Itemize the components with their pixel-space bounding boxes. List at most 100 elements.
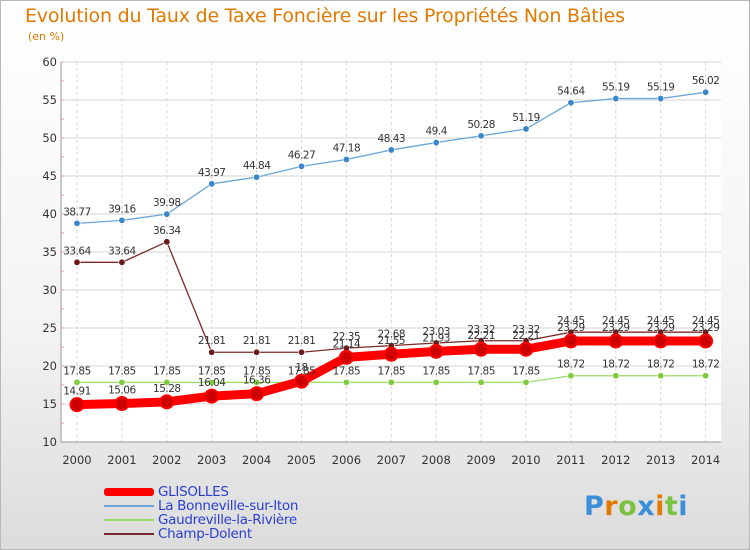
x-tick-label: 2012 bbox=[601, 453, 630, 467]
data-label: 23.32 bbox=[512, 324, 540, 336]
data-point bbox=[473, 341, 489, 357]
logo-letter: i bbox=[678, 491, 689, 522]
x-tick-label: 2004 bbox=[242, 453, 271, 467]
data-label: 39.98 bbox=[153, 197, 181, 209]
data-point bbox=[342, 155, 350, 163]
y-tick-label: 60 bbox=[42, 55, 57, 69]
data-label: 21.55 bbox=[378, 335, 406, 347]
data-label: 17.85 bbox=[63, 365, 91, 377]
data-point bbox=[69, 397, 85, 413]
data-point bbox=[387, 146, 395, 154]
data-label: 17.85 bbox=[153, 365, 181, 377]
x-tick-label: 2014 bbox=[691, 453, 720, 467]
data-label: 18.72 bbox=[647, 359, 675, 371]
data-label: 22.35 bbox=[333, 331, 361, 343]
data-point bbox=[73, 219, 81, 227]
data-point bbox=[428, 343, 444, 359]
data-label: 18.72 bbox=[557, 359, 585, 371]
legend-item-gaudreville: Gaudreville-la-Rivière bbox=[104, 513, 298, 527]
data-point bbox=[73, 258, 81, 266]
y-tick-label: 45 bbox=[42, 169, 57, 183]
data-point bbox=[657, 95, 665, 103]
data-point bbox=[204, 388, 220, 404]
data-point bbox=[253, 173, 261, 181]
data-point bbox=[114, 396, 130, 412]
legend-item-champ-dolent: Champ-Dolent bbox=[104, 527, 298, 541]
legend-label: GLISOLLES bbox=[158, 484, 229, 500]
data-point bbox=[118, 258, 126, 266]
data-point bbox=[518, 341, 534, 357]
data-label: 21.14 bbox=[333, 338, 361, 350]
data-label: 21.81 bbox=[243, 335, 271, 347]
x-tick-label: 2008 bbox=[422, 453, 451, 467]
x-tick-label: 2002 bbox=[152, 453, 181, 467]
data-label: 16.36 bbox=[243, 375, 271, 387]
data-label: 54.64 bbox=[557, 86, 585, 98]
data-label: 43.97 bbox=[198, 167, 226, 179]
data-point bbox=[383, 346, 399, 362]
data-point bbox=[387, 378, 395, 386]
data-point bbox=[612, 95, 620, 103]
y-tick-label: 25 bbox=[42, 321, 57, 335]
data-point bbox=[608, 333, 624, 349]
chart-title: Evolution du Taux de Taxe Foncière sur l… bbox=[25, 5, 625, 27]
data-point bbox=[432, 378, 440, 386]
data-point bbox=[612, 372, 620, 380]
data-label: 17.85 bbox=[512, 365, 540, 377]
data-point bbox=[522, 378, 530, 386]
data-label: 18 bbox=[295, 362, 307, 374]
x-tick-label: 2013 bbox=[646, 453, 675, 467]
data-label: 17.85 bbox=[378, 365, 406, 377]
data-label: 22.21 bbox=[467, 330, 495, 342]
data-label: 44.84 bbox=[243, 160, 271, 172]
data-label: 17.85 bbox=[198, 365, 226, 377]
data-point bbox=[163, 210, 171, 218]
data-label: 51.19 bbox=[512, 112, 540, 124]
y-tick-label: 10 bbox=[42, 435, 57, 449]
data-label: 49.4 bbox=[426, 126, 448, 138]
data-point bbox=[297, 162, 305, 170]
data-point bbox=[653, 333, 669, 349]
data-point bbox=[208, 348, 216, 356]
logo-letter: r bbox=[604, 491, 619, 522]
logo-letter: i bbox=[655, 491, 665, 522]
legend-label: Champ-Dolent bbox=[158, 526, 252, 542]
data-label: 23.29 bbox=[557, 322, 585, 334]
data-label: 16.04 bbox=[198, 377, 226, 389]
proxiti-logo: Proxiti bbox=[584, 491, 688, 522]
x-tick-label: 2009 bbox=[466, 453, 495, 467]
legend-label: La Bonneville-sur-Iton bbox=[158, 498, 299, 514]
data-point bbox=[253, 348, 261, 356]
x-tick-label: 2006 bbox=[332, 453, 361, 467]
data-point bbox=[159, 394, 175, 410]
data-point bbox=[208, 180, 216, 188]
data-point bbox=[118, 216, 126, 224]
x-tick-label: 2001 bbox=[107, 453, 136, 467]
logo-letter: x bbox=[637, 491, 656, 522]
data-label: 23.29 bbox=[647, 322, 675, 334]
x-tick-label: 2003 bbox=[197, 453, 226, 467]
data-point bbox=[477, 378, 485, 386]
data-point bbox=[297, 348, 305, 356]
data-label: 23.29 bbox=[692, 322, 720, 334]
data-label: 15.06 bbox=[108, 385, 136, 397]
data-label: 15.28 bbox=[153, 383, 181, 395]
data-point bbox=[432, 139, 440, 147]
data-label: 17.85 bbox=[108, 365, 136, 377]
x-tick-label: 2010 bbox=[511, 453, 540, 467]
y-tick-label: 40 bbox=[42, 207, 57, 221]
data-label: 21.93 bbox=[422, 332, 450, 344]
logo-letter: t bbox=[664, 491, 679, 522]
data-point bbox=[249, 386, 265, 402]
data-label: 22.21 bbox=[512, 330, 540, 342]
data-label: 23.03 bbox=[422, 326, 450, 338]
data-label: 14.91 bbox=[63, 386, 91, 398]
legend-swatch bbox=[104, 533, 154, 535]
data-label: 39.16 bbox=[108, 203, 136, 215]
data-point bbox=[118, 378, 126, 386]
y-tick-label: 50 bbox=[42, 131, 57, 145]
data-label: 17.85 bbox=[422, 365, 450, 377]
data-point bbox=[522, 125, 530, 133]
